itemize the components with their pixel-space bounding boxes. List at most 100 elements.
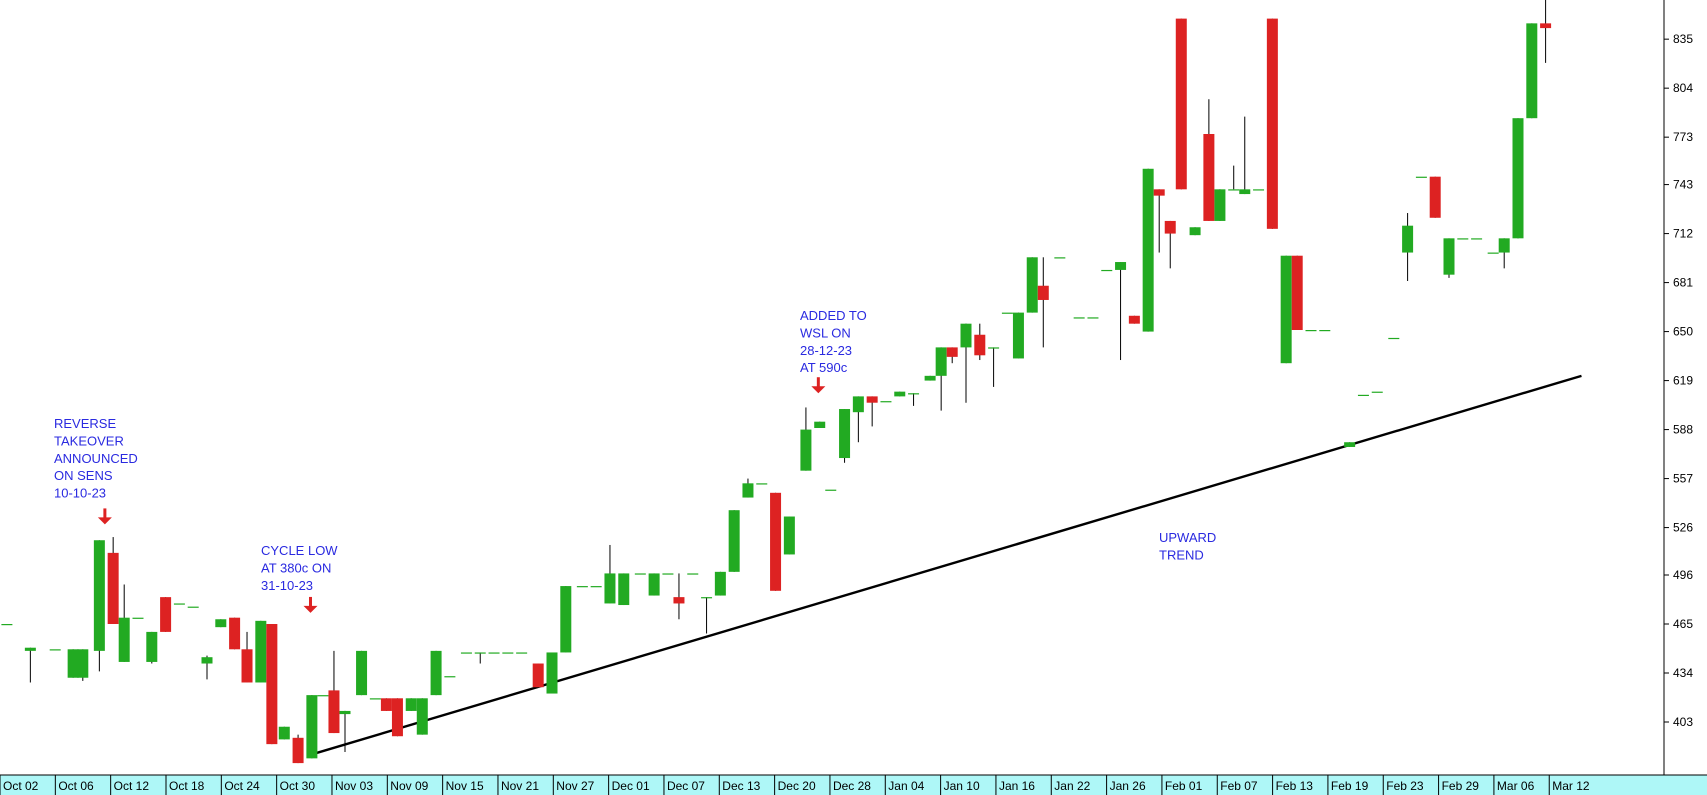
candle-body [369, 698, 381, 700]
candle-body [1471, 238, 1483, 240]
candle-body [590, 586, 602, 588]
candle-body [894, 391, 906, 397]
candle [825, 489, 837, 491]
candle [1026, 257, 1038, 313]
candle [946, 347, 958, 364]
x-tick-label: Jan 16 [999, 779, 1035, 793]
candle [648, 573, 660, 596]
candle [160, 597, 172, 632]
candle [146, 631, 158, 664]
annotation-text: 10-10-23 [54, 486, 106, 501]
y-tick-label: 496 [1673, 568, 1693, 582]
candle-body [852, 396, 864, 413]
x-tick-label: Jan 04 [888, 779, 924, 793]
candle [532, 663, 544, 688]
candle [306, 695, 318, 759]
annotation-text: ADDED TO [800, 308, 867, 323]
candle [742, 478, 754, 498]
candle-body [1457, 238, 1469, 240]
candle-body [576, 586, 588, 588]
candle-body [118, 617, 130, 662]
candle [391, 698, 403, 737]
candle [590, 586, 602, 588]
candle-body [924, 375, 936, 381]
candle [1054, 257, 1066, 259]
candle [1128, 315, 1140, 324]
candle [132, 617, 144, 619]
candle-body [946, 347, 958, 357]
y-tick-label: 526 [1673, 521, 1693, 535]
x-tick-label: Feb 19 [1331, 779, 1369, 793]
candle [1253, 189, 1265, 191]
candle-body [1540, 23, 1552, 29]
candle [852, 396, 864, 443]
candle-body [1371, 391, 1383, 393]
candle-body [187, 606, 199, 608]
y-axis-ticks: 403 434 465 496 526 557 588 619 650 681 712 743 773 8… [1664, 32, 1693, 729]
candle [1037, 257, 1049, 348]
candle-body [618, 573, 630, 606]
candle [908, 393, 920, 406]
candle-body [1203, 134, 1215, 221]
y-tick-label: 588 [1673, 423, 1693, 437]
candle-body [634, 573, 646, 575]
candle-body [800, 429, 812, 471]
candle-body [1443, 238, 1455, 275]
candle-body [1291, 255, 1303, 330]
candle-body [405, 698, 417, 711]
candle [1457, 238, 1469, 240]
candle-body [173, 603, 185, 605]
candle [701, 597, 713, 634]
candle [444, 676, 456, 678]
candle [107, 537, 119, 624]
trendline-layer [308, 374, 1582, 757]
candle [328, 650, 340, 734]
candle-body [825, 489, 837, 491]
annotation-text: AT 590c [800, 360, 848, 375]
candle [634, 573, 646, 575]
x-tick-label: Dec 01 [612, 779, 650, 793]
candle-body [146, 631, 158, 662]
candle-body [1115, 262, 1127, 270]
candle-body [488, 652, 500, 654]
annotation-text: WSL ON [800, 325, 851, 340]
candle-body [1415, 176, 1427, 178]
candle-body [215, 619, 227, 628]
candle-body [839, 409, 851, 459]
annotation-text: REVERSE [54, 416, 116, 431]
candle [1429, 176, 1441, 218]
y-tick-label: 743 [1673, 178, 1693, 192]
x-tick-label: Oct 18 [169, 779, 205, 793]
candle [356, 650, 368, 696]
x-tick-label: Dec 07 [667, 779, 705, 793]
candle [1540, 0, 1552, 63]
candle-body [988, 347, 1000, 349]
candle-body [880, 401, 892, 403]
candle [960, 323, 972, 403]
candle [756, 483, 768, 485]
candle [866, 396, 878, 427]
candle [1305, 330, 1317, 332]
y-tick-label: 650 [1673, 325, 1693, 339]
x-tick-label: Jan 10 [944, 779, 980, 793]
candle [839, 409, 851, 463]
x-tick-label: Feb 13 [1276, 779, 1314, 793]
candle [380, 698, 392, 711]
candle-body [160, 597, 172, 632]
y-tick-label: 712 [1673, 227, 1693, 241]
candle [118, 584, 130, 662]
candle-body [266, 624, 278, 745]
x-tick-label: Oct 06 [58, 779, 94, 793]
candle [229, 617, 241, 650]
candle [814, 421, 826, 428]
annotation-text: TAKEOVER [54, 433, 124, 448]
candle [935, 347, 947, 411]
candle [1203, 99, 1215, 221]
candle [405, 698, 417, 711]
candle-body [1305, 330, 1317, 332]
candle-body [1344, 442, 1356, 447]
candle [215, 619, 227, 628]
candle [714, 571, 726, 596]
candle [1357, 394, 1369, 397]
